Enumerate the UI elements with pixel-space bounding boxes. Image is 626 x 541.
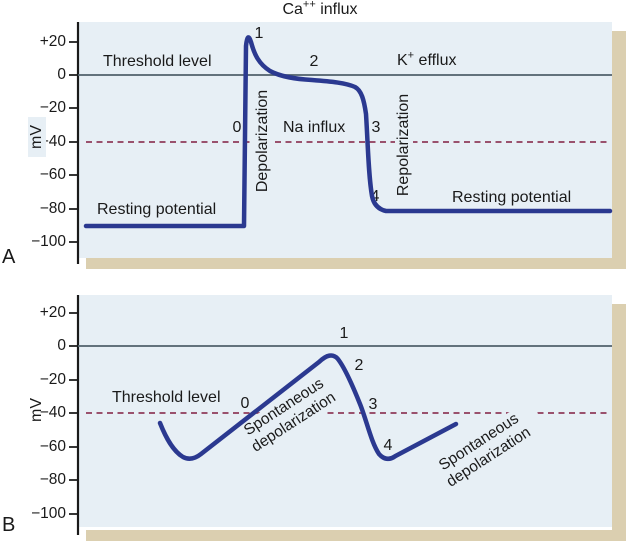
panel-b-tick-minus40: −40: [39, 404, 66, 421]
panel-a-title: Ca++ influx: [282, 0, 358, 18]
panel-a-depolarization-label: Depolarization: [254, 81, 272, 201]
panel-b-tick-minus80: −80: [39, 471, 66, 488]
panel-a-repolarization-label: Repolarization: [395, 85, 413, 205]
panel-b-tick-minus60: −60: [39, 438, 66, 455]
panel-a-k-efflux-label: K+ efflux: [397, 49, 457, 69]
panel-a-threshold-label: Threshold level: [103, 53, 212, 70]
panel-a-tick-minus100: −100: [31, 233, 66, 250]
panel-b-shadow-right: [612, 304, 626, 541]
panel-a-phase-1: 1: [254, 25, 264, 42]
panel-a-resting-potential-right: Resting potential: [452, 189, 572, 206]
panel-a-phase-0: 0: [232, 119, 242, 136]
panel-a-tick-minus80: −80: [39, 200, 66, 217]
panel-b-spontaneous-depolarization-label-2: Spontaneous depolarization: [419, 399, 549, 501]
panel-a-tick-minus60: −60: [39, 166, 66, 183]
panel-a-shadow-right: [612, 31, 626, 269]
panel-a-resting-potential-left: Resting potential: [97, 201, 217, 218]
panel-a-phase-4: 4: [370, 188, 380, 205]
panel-a-tick-minus40: −40: [39, 133, 66, 150]
panel-b-phase-3: 3: [368, 396, 378, 413]
panel-b-spontaneous-depolarization-label-1: Spontaneous depolarization: [224, 364, 354, 466]
panel-b-tick-marks: [69, 312, 78, 515]
panel-b-tick-minus100: −100: [31, 505, 66, 522]
panel-a-tick-marks: [69, 41, 78, 243]
panel-b-phase-2: 2: [354, 357, 364, 374]
panel-a-tick-minus20: −20: [39, 99, 66, 116]
panel-a-tick-plus20: +20: [39, 33, 66, 50]
panel-b-shadow-bottom: [86, 530, 626, 541]
panel-b-phase-1: 1: [339, 325, 349, 342]
panel-b-y-axis-label: mV: [28, 398, 45, 422]
panel-b-phase-0: 0: [240, 395, 250, 412]
panel-a-phase-3: 3: [371, 119, 381, 136]
panel-b-tick-minus20: −20: [39, 371, 66, 388]
panel-b-letter: B: [2, 514, 16, 536]
panel-b-tick-plus20: +20: [39, 304, 66, 321]
panel-b-threshold-label: Threshold level: [112, 389, 221, 406]
panel-b-phase-4: 4: [383, 437, 393, 454]
panel-a-letter: A: [2, 246, 16, 268]
panel-a-shadow-bottom: [86, 258, 626, 269]
panel-a-y-axis-label: mV: [28, 117, 46, 157]
panel-a-phase-2: 2: [309, 53, 319, 70]
panel-a-na-influx-label: Na influx: [283, 119, 346, 136]
panel-a-tick-0: 0: [57, 66, 66, 83]
panel-b-tick-0: 0: [57, 337, 66, 354]
